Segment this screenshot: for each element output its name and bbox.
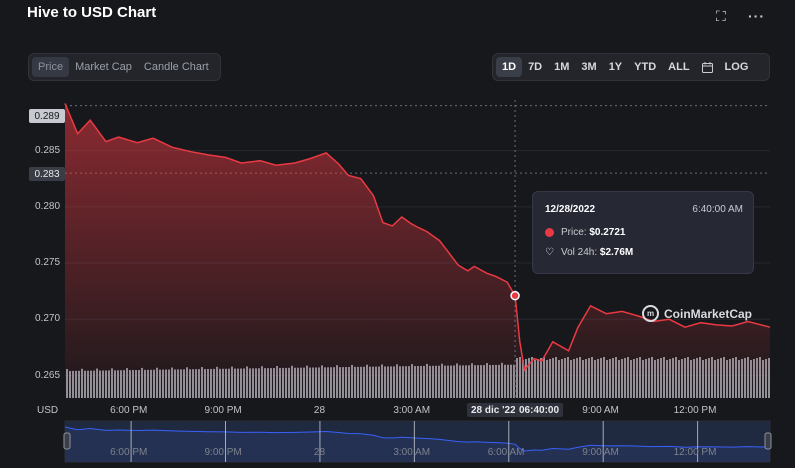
navigator-handle-right[interactable] [764,432,772,450]
navigator-tick-label: 12:00 PM [673,447,717,458]
log-toggle[interactable]: LOG [724,61,749,73]
range-ytd[interactable]: YTD [634,61,657,73]
currency-label: USD [37,405,59,416]
range-1m[interactable]: 1M [554,61,570,73]
tooltip-price-row: Price: $0.2721 [545,227,626,238]
cursor-time-tag: 06:40:00 [515,403,564,417]
price-dot-icon [545,228,554,237]
x-tick-label: 9:00 PM [204,405,242,416]
navigator-tick-label: 6:00 AM [487,447,525,458]
price-line [64,103,771,372]
chart-title: Hive to USD Chart [27,4,157,21]
tooltip-vol-label: Vol 24h: [560,247,598,258]
range-7d[interactable]: 7D [528,61,543,73]
navigator-tick-label: 9:00 AM [582,447,619,458]
x-tick-label: 12:00 PM [673,405,717,416]
navigator-tick-label: 3:00 AM [393,447,431,458]
y-tick-label: 0.275 [35,257,61,269]
range-1y[interactable]: 1Y [608,61,623,73]
tooltip-volume-row: ♡ Vol 24h: $2.76M [545,247,633,258]
x-tick-label: 9:00 AM [582,405,619,416]
navigator-tick-label: 9:00 PM [204,447,242,458]
tooltip-price-value: $0.2721 [589,227,626,238]
more-icon[interactable]: ··· [748,8,765,24]
navigator-handle-left[interactable] [63,432,71,450]
tab-market-cap[interactable]: Market Cap [75,61,132,73]
cursor-point [510,290,520,301]
calendar-icon[interactable] [696,57,719,77]
current-price-tag: 0.283 [29,167,65,181]
fullscreen-icon[interactable]: ⛶ [716,8,726,24]
cursor-date-tag: 28 dic '22 [467,403,520,417]
x-tick-label: 6:00 PM [110,405,148,416]
y-tick-label: 0.265 [35,369,61,381]
tooltip-date: 12/28/2022 [545,204,596,215]
price-area [65,103,770,399]
range-1d[interactable]: 1D [496,57,523,77]
tooltip-time: 6:40:00 AM [692,204,743,215]
x-tick-label: 28 [313,405,326,416]
y-tick-label: 0.280 [35,200,61,212]
high-price-tag: 0.289 [29,109,65,123]
tab-price[interactable]: Price [32,57,70,77]
range-all[interactable]: ALL [668,61,690,73]
coinmarketcap-logo-icon: m [642,305,659,322]
y-tick-label: 0.285 [35,144,61,156]
navigator-area [65,427,770,462]
chart-type-tabs: Price Market Cap Candle Chart [28,53,221,81]
tooltip-vol-value: $2.76M [599,247,634,258]
range-3m[interactable]: 3M [581,61,597,73]
navigator-tick-label: 28 [313,447,326,458]
tooltip-price-label: Price: [561,227,587,238]
range-selector: 1D 7D 1M 3M 1Y YTD ALL LOG [492,53,770,81]
tab-candle-chart[interactable]: Candle Chart [143,61,209,73]
navigator-tick-label: 6:00 PM [110,447,148,458]
volume-heart-icon: ♡ [545,247,554,258]
watermark-text: CoinMarketCap [664,306,753,321]
y-tick-label: 0.270 [35,313,61,325]
coinmarketcap-watermark: m CoinMarketCap [642,305,752,322]
price-tooltip: 12/28/2022 6:40:00 AM Price: $0.2721 ♡ V… [532,191,754,274]
navigator-line [64,426,771,452]
x-tick-label: 3:00 AM [393,405,431,416]
